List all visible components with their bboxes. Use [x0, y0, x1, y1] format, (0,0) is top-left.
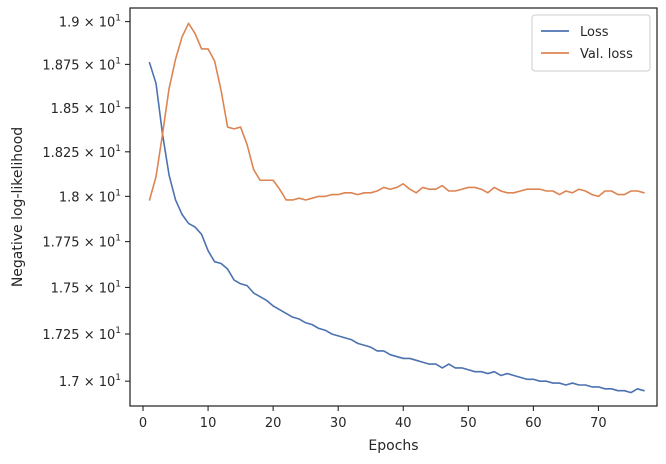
x-tick-label: 20 [265, 416, 282, 431]
legend: Loss Val. loss [531, 14, 651, 72]
series-line-loss [148, 61, 645, 394]
legend-label: Loss [580, 25, 609, 40]
y-tick-label: 1.875 × 101 [42, 56, 121, 73]
x-tick-label: 40 [395, 416, 412, 431]
x-tick-label: 30 [330, 416, 347, 431]
y-tick-label: 1.9 × 101 [59, 14, 121, 31]
y-tick-label: 1.7 × 101 [59, 373, 121, 390]
x-tick-label: 60 [525, 416, 542, 431]
y-tick-label: 1.825 × 101 [42, 144, 121, 161]
x-tick-label: 50 [460, 416, 477, 431]
plot-frame [129, 7, 658, 407]
x-tick-label: 0 [139, 416, 147, 431]
legend-box [531, 14, 651, 72]
series-line-val-loss [148, 22, 645, 201]
y-tick-label: 1.775 × 101 [42, 234, 121, 251]
y-tick-label: 1.75 × 101 [51, 279, 121, 296]
y-tick-label: 1.725 × 101 [42, 326, 121, 343]
y-tick-label: 1.8 × 101 [59, 188, 121, 205]
y-tick-label: 1.85 × 101 [51, 100, 121, 117]
plot-lines [148, 22, 645, 394]
x-axis: 0 10 20 30 40 50 60 70 [139, 406, 607, 431]
y-axis-label: Negative log-likelihood [10, 127, 26, 287]
legend-label: Val. loss [580, 47, 633, 62]
x-tick-label: 10 [200, 416, 217, 431]
x-axis-label: Epochs [368, 438, 418, 454]
y-axis: 1.7 × 101 1.725 × 101 1.75 × 101 1.775 × 10… [42, 14, 130, 390]
x-tick-label: 70 [590, 416, 607, 431]
